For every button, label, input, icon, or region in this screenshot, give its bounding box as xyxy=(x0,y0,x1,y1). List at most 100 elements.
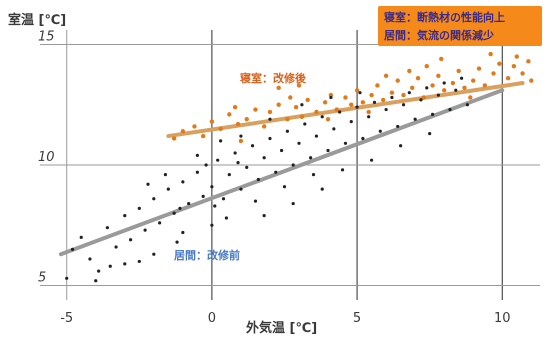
data-point-s0-52 xyxy=(296,83,302,88)
data-point-s0-45 xyxy=(505,76,511,81)
data-point-s1-19 xyxy=(210,185,214,189)
data-point-s1-65 xyxy=(152,252,156,256)
data-point-s1-38 xyxy=(320,115,324,119)
data-point-s1-36 xyxy=(309,156,313,160)
y-tick-label-2: 15 xyxy=(38,29,55,44)
data-point-s0-46 xyxy=(511,63,517,69)
x-tick-label-2: 5 xyxy=(353,311,361,326)
data-point-s1-69 xyxy=(282,185,287,189)
data-point-s0-58 xyxy=(488,51,493,57)
data-point-s1-59 xyxy=(442,81,446,85)
data-point-s1-52 xyxy=(401,103,406,107)
data-point-s0-24 xyxy=(360,100,366,105)
data-point-s1-87 xyxy=(320,187,324,191)
data-point-s1-82 xyxy=(137,259,141,264)
x-tick-label-0: -5 xyxy=(60,311,73,326)
data-point-s0-38 xyxy=(456,68,461,74)
data-point-s1-74 xyxy=(163,173,168,177)
data-point-s1-72 xyxy=(239,134,243,138)
data-point-s1-23 xyxy=(233,151,237,155)
data-point-s0-54 xyxy=(468,95,473,100)
data-point-s1-17 xyxy=(195,170,199,174)
data-point-s0-44 xyxy=(497,61,502,66)
data-point-s0-16 xyxy=(305,97,310,103)
data-point-s1-26 xyxy=(250,144,255,148)
data-point-s0-8 xyxy=(244,116,249,122)
data-point-s1-90 xyxy=(236,160,240,165)
data-point-s1-47 xyxy=(372,100,377,104)
data-point-s0-29 xyxy=(395,78,400,83)
data-point-s0-6 xyxy=(227,112,232,117)
data-point-s0-19 xyxy=(328,92,334,98)
data-point-s0-61 xyxy=(288,95,293,100)
data-point-s0-49 xyxy=(529,78,534,83)
data-point-s0-25 xyxy=(369,92,374,98)
data-point-s1-0 xyxy=(65,276,69,280)
data-point-s1-77 xyxy=(369,158,374,162)
x-tick-label-3: 10 xyxy=(494,311,511,326)
data-point-s1-9 xyxy=(137,206,141,210)
data-point-s1-70 xyxy=(311,173,316,177)
y-tick-label-0: 5 xyxy=(38,271,46,286)
data-point-s1-18 xyxy=(201,194,205,198)
data-point-s1-7 xyxy=(123,214,127,218)
data-point-s0-4 xyxy=(209,119,215,124)
trend-line-s1 xyxy=(58,88,505,257)
data-point-s1-37 xyxy=(314,134,319,138)
data-point-s0-42 xyxy=(482,83,488,88)
data-point-s0-32 xyxy=(415,76,421,81)
data-point-s1-48 xyxy=(378,129,382,133)
data-point-s0-59 xyxy=(424,63,429,69)
data-point-s0-35 xyxy=(436,73,441,79)
legend-item-bedroom: 寝室：断熱材の性能向上 xyxy=(384,10,505,24)
data-point-s1-2 xyxy=(79,235,83,239)
data-point-s0-39 xyxy=(462,85,467,91)
data-point-s0-28 xyxy=(389,90,395,95)
data-point-s1-51 xyxy=(396,124,400,129)
data-point-s1-28 xyxy=(262,156,266,160)
data-point-s1-5 xyxy=(105,226,109,230)
data-point-s1-66 xyxy=(181,230,185,235)
data-point-s0-12 xyxy=(276,102,281,107)
data-point-s1-92 xyxy=(329,95,333,100)
data-point-s1-93 xyxy=(358,91,362,95)
data-point-s1-42 xyxy=(343,141,348,145)
data-point-s0-18 xyxy=(322,100,328,105)
data-point-s1-71 xyxy=(195,153,199,157)
data-point-s1-29 xyxy=(268,136,272,141)
data-point-s1-34 xyxy=(297,141,301,145)
data-point-s0-34 xyxy=(430,83,435,88)
data-point-s0-1 xyxy=(180,129,186,134)
data-point-s0-20 xyxy=(334,107,339,112)
data-point-s1-12 xyxy=(158,221,162,225)
data-point-s0-47 xyxy=(520,71,525,76)
data-point-s1-49 xyxy=(384,107,388,112)
trend-line-s0 xyxy=(166,81,525,139)
data-point-s1-39 xyxy=(326,148,330,153)
data-point-s1-6 xyxy=(114,245,118,249)
data-point-s0-21 xyxy=(343,95,348,100)
data-point-s0-27 xyxy=(381,97,386,103)
data-point-s1-67 xyxy=(224,216,229,220)
data-point-s0-40 xyxy=(471,78,476,83)
legend-item-living: 居間：気流の関係減少 xyxy=(384,28,494,42)
data-point-s0-51 xyxy=(407,68,412,74)
data-point-s1-46 xyxy=(367,115,371,119)
data-point-s0-9 xyxy=(253,107,258,112)
data-point-s0-13 xyxy=(285,116,290,122)
data-point-s0-33 xyxy=(421,95,427,100)
data-point-s0-31 xyxy=(410,85,415,91)
x-axis-title: 外気温 [℃] xyxy=(245,320,317,336)
data-point-s1-4 xyxy=(97,269,101,273)
data-point-s1-83 xyxy=(175,240,179,244)
data-point-s1-63 xyxy=(465,103,470,107)
data-point-s1-50 xyxy=(390,95,394,100)
data-point-s1-89 xyxy=(204,163,208,167)
data-point-s1-88 xyxy=(146,182,150,186)
data-point-s1-10 xyxy=(143,228,147,232)
data-point-s1-35 xyxy=(303,122,307,126)
legend-background xyxy=(378,6,542,46)
series-label-bedroom: 寝室：改修後 xyxy=(240,71,307,85)
data-point-s1-57 xyxy=(430,112,435,116)
data-point-s0-50 xyxy=(439,56,444,62)
